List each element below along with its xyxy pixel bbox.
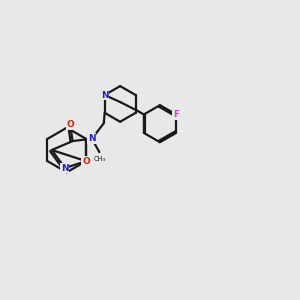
Text: F: F: [173, 110, 179, 119]
Text: CH₃: CH₃: [93, 156, 105, 162]
Text: N: N: [61, 164, 69, 172]
Text: O: O: [82, 157, 90, 166]
Text: N: N: [101, 91, 109, 100]
Text: N: N: [88, 134, 96, 143]
Text: O: O: [66, 120, 74, 129]
